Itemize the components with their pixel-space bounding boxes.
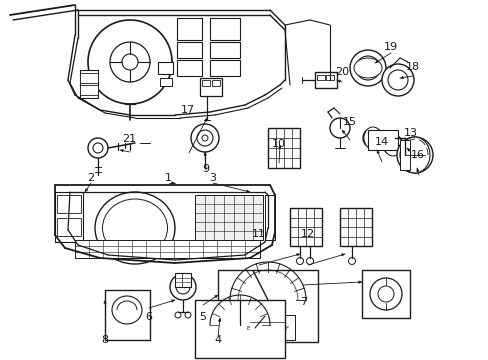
Text: 11: 11	[252, 229, 265, 239]
Circle shape	[176, 280, 190, 294]
Bar	[289, 208, 321, 246]
Text: 2: 2	[87, 173, 94, 183]
Text: 5: 5	[199, 312, 206, 322]
Ellipse shape	[363, 127, 381, 149]
Text: 16: 16	[410, 150, 424, 160]
Text: 10: 10	[271, 139, 285, 149]
Circle shape	[396, 137, 432, 173]
Text: 21: 21	[122, 134, 136, 144]
Bar	[160, 78, 172, 86]
Ellipse shape	[206, 209, 248, 247]
Circle shape	[170, 274, 196, 300]
Text: 3: 3	[209, 173, 216, 183]
Bar	[367, 130, 397, 150]
Circle shape	[184, 312, 191, 318]
Circle shape	[408, 149, 420, 161]
Bar	[325, 75, 333, 80]
Bar	[316, 75, 325, 80]
Text: 8: 8	[102, 335, 108, 345]
Bar	[264, 195, 274, 240]
Bar	[200, 78, 222, 96]
Circle shape	[382, 135, 402, 155]
Bar	[240, 315, 294, 340]
Circle shape	[377, 286, 393, 302]
Bar	[57, 195, 81, 213]
Text: 13: 13	[403, 128, 417, 138]
Bar	[177, 42, 202, 58]
Text: 12: 12	[301, 229, 314, 239]
Bar	[177, 18, 202, 40]
Text: 19: 19	[384, 42, 397, 52]
Bar	[218, 270, 317, 342]
Circle shape	[93, 143, 103, 153]
Circle shape	[366, 132, 378, 144]
Bar	[267, 128, 299, 168]
Text: 20: 20	[335, 67, 348, 77]
Bar	[55, 192, 83, 242]
Bar	[339, 208, 371, 246]
Circle shape	[197, 130, 213, 146]
Circle shape	[329, 118, 349, 138]
Bar	[177, 60, 202, 76]
Bar	[209, 60, 240, 76]
Circle shape	[202, 135, 207, 141]
Bar	[57, 218, 81, 236]
Bar	[80, 73, 98, 83]
Bar	[80, 85, 98, 95]
Bar	[105, 290, 150, 340]
Bar	[314, 72, 336, 88]
Text: 17: 17	[181, 105, 195, 115]
Bar	[75, 240, 260, 258]
Circle shape	[355, 56, 379, 80]
Circle shape	[296, 257, 303, 265]
Circle shape	[122, 54, 138, 70]
Ellipse shape	[95, 192, 175, 264]
Circle shape	[387, 70, 407, 90]
Bar	[202, 80, 209, 86]
Circle shape	[381, 64, 413, 96]
Text: 6: 6	[145, 312, 152, 322]
Circle shape	[369, 278, 401, 310]
Bar	[361, 270, 409, 318]
Circle shape	[175, 312, 181, 318]
Text: 18: 18	[406, 62, 419, 72]
Bar	[209, 18, 240, 40]
Bar	[175, 273, 191, 287]
Text: 7: 7	[299, 297, 306, 307]
Bar	[212, 80, 220, 86]
Ellipse shape	[399, 137, 429, 173]
Circle shape	[349, 50, 385, 86]
Circle shape	[88, 138, 108, 158]
Ellipse shape	[102, 199, 167, 257]
Text: 14: 14	[374, 137, 387, 147]
Text: E: E	[246, 325, 249, 330]
Ellipse shape	[200, 203, 255, 253]
Circle shape	[348, 257, 355, 265]
Text: F: F	[285, 325, 288, 330]
Ellipse shape	[112, 296, 142, 324]
Bar	[80, 70, 98, 98]
Text: 15: 15	[342, 117, 356, 127]
Circle shape	[402, 143, 426, 167]
Circle shape	[191, 124, 219, 152]
Circle shape	[88, 20, 172, 104]
Text: 1: 1	[165, 173, 172, 183]
Bar	[158, 62, 173, 74]
Text: 9: 9	[202, 164, 208, 174]
Text: 4: 4	[214, 335, 221, 345]
Bar	[195, 195, 263, 240]
Bar	[399, 140, 409, 170]
Bar	[209, 42, 240, 58]
Circle shape	[306, 257, 313, 265]
Bar	[195, 300, 285, 358]
Circle shape	[386, 139, 398, 151]
Circle shape	[110, 42, 150, 82]
Circle shape	[362, 128, 382, 148]
Ellipse shape	[383, 134, 401, 156]
Ellipse shape	[353, 58, 381, 78]
